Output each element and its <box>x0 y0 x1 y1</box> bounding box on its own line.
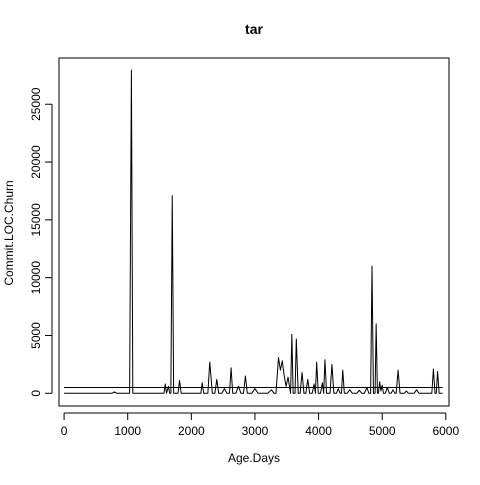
x-tick-label: 3000 <box>242 424 269 438</box>
plot-frame <box>58 57 450 407</box>
y-axis-label: Commit.LOC.Churn <box>2 180 16 285</box>
series-line <box>64 69 443 394</box>
x-tick-label: 1000 <box>114 424 141 438</box>
chart-title: tar <box>245 21 263 37</box>
y-tick-label: 20000 <box>29 145 43 179</box>
y-tick-label: 0 <box>29 390 43 397</box>
y-tick-label: 15000 <box>29 203 43 237</box>
y-axis: 0 5000 10000 15000 20000 25000 <box>29 87 53 397</box>
x-axis: 0 1000 2000 3000 4000 5000 6000 <box>61 412 459 438</box>
x-tick-label: 2000 <box>178 424 205 438</box>
y-tick-label: 10000 <box>29 261 43 295</box>
x-tick-label: 0 <box>61 424 68 438</box>
x-tick-label: 5000 <box>369 424 396 438</box>
y-tick-label: 5000 <box>29 322 43 349</box>
x-tick-label: 4000 <box>305 424 332 438</box>
x-axis-label: Age.Days <box>228 451 280 465</box>
x-tick-label: 6000 <box>432 424 459 438</box>
y-tick-label: 25000 <box>29 87 43 121</box>
series-layer <box>64 69 443 394</box>
